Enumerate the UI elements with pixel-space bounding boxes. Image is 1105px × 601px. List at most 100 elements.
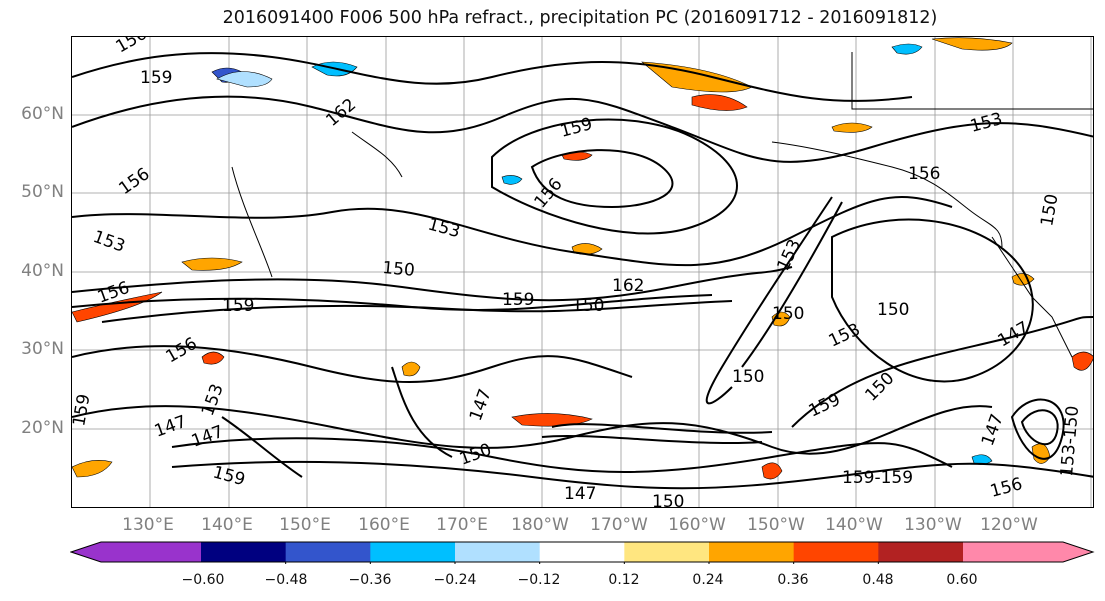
lon-label: 130°E [122, 515, 174, 535]
colorbar-tick-label: 0.36 [777, 572, 809, 588]
colorbar-segment [539, 542, 625, 562]
contour-label: 150 [382, 258, 416, 281]
coastlines [231, 52, 1093, 358]
contour-line [391, 366, 453, 458]
contour-label: 147 [152, 412, 189, 442]
contour-line [72, 405, 993, 455]
contour-label: 153 [968, 109, 1005, 137]
precip-patch [72, 291, 163, 323]
contour-label: 150 [861, 368, 898, 405]
contour-label: 147 [995, 318, 1033, 352]
colorbar-tick-label: −0.48 [264, 572, 308, 588]
lon-label: 150°W [747, 515, 805, 535]
precip-patch [181, 257, 243, 271]
colorbar-outline [70, 541, 1095, 563]
precip-patch [831, 122, 873, 133]
contour-label: 156 [163, 334, 201, 368]
precip-patch [511, 413, 593, 427]
refractivity-contours [72, 52, 1093, 490]
contour-label: 159 [558, 114, 595, 142]
contour-label: 159 [806, 390, 844, 422]
lon-label: 140°E [201, 515, 253, 535]
colorbar-segment [709, 542, 795, 562]
colorbar-segment [455, 542, 541, 562]
colorbar [70, 541, 1095, 564]
contour-label: 159 [72, 392, 95, 427]
contour-label: 147 [564, 484, 596, 504]
lon-label: 160°W [668, 515, 726, 535]
contour-label: 150 [457, 440, 494, 470]
contour-label: 147 [466, 386, 496, 423]
contour-label: 150 [652, 492, 684, 508]
precip-patch [72, 460, 113, 478]
colorbar-tick-label: −0.12 [517, 572, 561, 588]
contour-label: 150 [1037, 192, 1062, 227]
lon-label: 170°W [590, 515, 648, 535]
contour-label: 159 [140, 68, 172, 88]
lat-label: 50°N [21, 182, 64, 202]
lon-label: 120°W [980, 515, 1038, 535]
contour-line [171, 437, 953, 473]
contour-line [551, 423, 773, 434]
contour-line [221, 416, 303, 478]
contour-label: 153 [426, 215, 463, 243]
precip-patch [1031, 443, 1051, 464]
contour-label: 150 [572, 296, 604, 316]
lat-label: 60°N [21, 104, 64, 124]
contour-line [72, 266, 793, 302]
colorbar-segment [370, 542, 456, 562]
coastline [231, 166, 273, 278]
contour-label: 159 [502, 290, 534, 310]
contour-label: 147 [189, 422, 226, 452]
precip-patches [72, 37, 1093, 480]
colorbar-tick-label: −0.36 [348, 572, 392, 588]
contour-label: 147 [978, 411, 1008, 448]
coastline [851, 52, 1093, 110]
colorbar-tick-label: 0.48 [862, 572, 894, 588]
colorbar-segment [285, 542, 371, 562]
contour-label: 162 [322, 95, 360, 131]
colorbar-tick-label: 0.24 [692, 572, 724, 588]
contour-line [831, 218, 1034, 383]
contour-line [791, 316, 1093, 428]
colorbar-segment [963, 542, 1093, 562]
contour-line [72, 52, 913, 102]
colorbar-tick-label: 0.12 [608, 572, 640, 588]
contour-label: 156 [531, 174, 567, 212]
contour-label: 156 [988, 474, 1025, 502]
map-plot-area: 156 159 162 159 153 156 156 153 153 150 … [71, 36, 1094, 508]
coastline [991, 236, 1073, 358]
lon-label: 140°W [825, 515, 883, 535]
colorbar-tick-label: −0.24 [433, 572, 477, 588]
contour-line [101, 300, 733, 323]
contour-line [741, 201, 843, 368]
contour-line [491, 118, 738, 235]
precip-patch [761, 462, 783, 480]
contour-line [72, 345, 633, 383]
lat-label: 40°N [21, 261, 64, 281]
colorbar-segment [878, 542, 964, 562]
colorbar-tick-label: −0.60 [181, 572, 225, 588]
lat-label: 30°N [21, 339, 64, 359]
contour-label-group: 156 159 162 159 153 156 156 153 153 150 … [72, 37, 1083, 508]
colorbar-ticks [285, 562, 879, 564]
lat-label: 20°N [21, 418, 64, 438]
lon-label: 170°E [436, 515, 488, 535]
precip-patch [216, 71, 273, 88]
lon-label: 160°E [358, 515, 410, 535]
colorbar-segment [71, 542, 201, 562]
contour-label: 153 [90, 227, 127, 257]
colorbar-segment [624, 542, 710, 562]
precip-patch [691, 94, 748, 111]
map-title: 2016091400 F006 500 hPa refract., precip… [222, 8, 938, 28]
precip-patch [891, 43, 923, 55]
contour-label: 150 [732, 367, 764, 387]
contour-line [541, 434, 763, 445]
contour-line [530, 149, 674, 209]
colorbar-tick-label: 0.60 [946, 572, 978, 588]
contour-label: 156 [908, 164, 940, 184]
precip-patch [931, 37, 1013, 51]
precip-patch [401, 361, 421, 377]
lon-label: 150°E [279, 515, 331, 535]
precip-patch [1071, 351, 1093, 371]
